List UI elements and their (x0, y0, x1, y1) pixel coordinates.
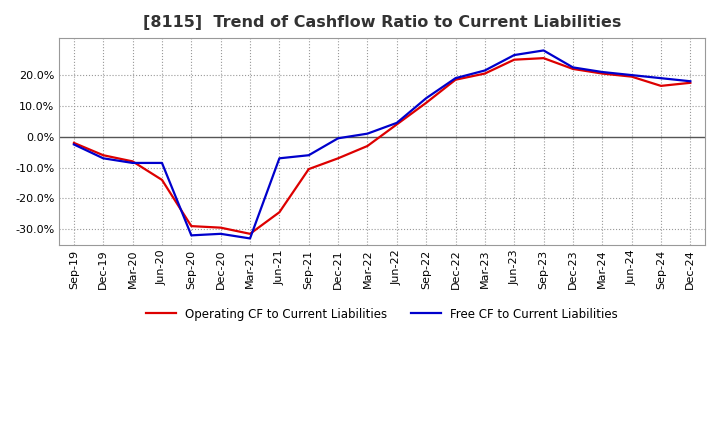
Operating CF to Current Liabilities (128, 159, 137, 164)
Free CF to Current Liabilities (480, 68, 489, 73)
Operating CF to Current Liabilities (422, 100, 431, 106)
Free CF to Current Liabilities (158, 160, 166, 165)
Free CF to Current Liabilities (539, 48, 548, 53)
Free CF to Current Liabilities (451, 76, 460, 81)
Free CF to Current Liabilities (128, 160, 137, 165)
Operating CF to Current Liabilities (99, 153, 107, 158)
Line: Operating CF to Current Liabilities: Operating CF to Current Liabilities (74, 58, 690, 234)
Legend: Operating CF to Current Liabilities, Free CF to Current Liabilities: Operating CF to Current Liabilities, Fre… (142, 303, 623, 326)
Operating CF to Current Liabilities (451, 77, 460, 82)
Free CF to Current Liabilities (569, 65, 577, 70)
Free CF to Current Liabilities (334, 136, 343, 141)
Operating CF to Current Liabilities (305, 166, 313, 172)
Free CF to Current Liabilities (216, 231, 225, 236)
Operating CF to Current Liabilities (569, 66, 577, 72)
Free CF to Current Liabilities (510, 52, 518, 58)
Free CF to Current Liabilities (422, 95, 431, 101)
Free CF to Current Liabilities (598, 70, 606, 75)
Free CF to Current Liabilities (305, 153, 313, 158)
Operating CF to Current Liabilities (510, 57, 518, 62)
Free CF to Current Liabilities (187, 233, 196, 238)
Free CF to Current Liabilities (99, 156, 107, 161)
Operating CF to Current Liabilities (686, 80, 695, 85)
Free CF to Current Liabilities (246, 236, 254, 241)
Free CF to Current Liabilities (392, 120, 401, 125)
Operating CF to Current Liabilities (627, 74, 636, 79)
Free CF to Current Liabilities (275, 156, 284, 161)
Free CF to Current Liabilities (363, 131, 372, 136)
Operating CF to Current Liabilities (187, 224, 196, 229)
Free CF to Current Liabilities (70, 142, 78, 147)
Free CF to Current Liabilities (657, 76, 665, 81)
Line: Free CF to Current Liabilities: Free CF to Current Liabilities (74, 51, 690, 238)
Operating CF to Current Liabilities (480, 71, 489, 76)
Free CF to Current Liabilities (686, 79, 695, 84)
Title: [8115]  Trend of Cashflow Ratio to Current Liabilities: [8115] Trend of Cashflow Ratio to Curren… (143, 15, 621, 30)
Operating CF to Current Liabilities (598, 71, 606, 76)
Operating CF to Current Liabilities (246, 231, 254, 236)
Free CF to Current Liabilities (627, 73, 636, 78)
Operating CF to Current Liabilities (657, 83, 665, 88)
Operating CF to Current Liabilities (158, 177, 166, 183)
Operating CF to Current Liabilities (216, 225, 225, 230)
Operating CF to Current Liabilities (334, 156, 343, 161)
Operating CF to Current Liabilities (539, 55, 548, 61)
Operating CF to Current Liabilities (392, 122, 401, 127)
Operating CF to Current Liabilities (363, 143, 372, 149)
Operating CF to Current Liabilities (275, 209, 284, 215)
Operating CF to Current Liabilities (70, 140, 78, 146)
